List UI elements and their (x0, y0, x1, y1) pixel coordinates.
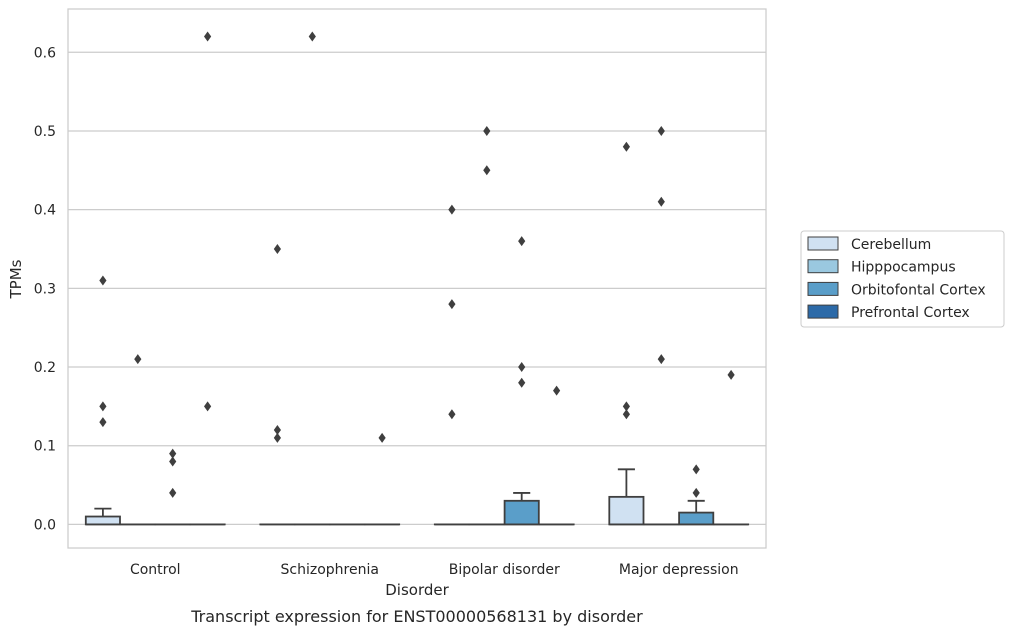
outlier-point (204, 31, 212, 42)
outlier-point (273, 424, 281, 435)
outlier-point (692, 487, 700, 498)
outlier-point (657, 125, 665, 136)
legend-swatch (807, 236, 839, 251)
x-tick-label: Schizophrenia (281, 562, 379, 578)
outlier-point (169, 487, 177, 498)
legend-item: Orbitofontal Cortex (807, 281, 986, 298)
outlier-point (518, 362, 526, 373)
outlier-point (483, 165, 491, 176)
outlier-point (99, 275, 107, 286)
legend-swatch (807, 259, 839, 274)
box-plot-groups (84, 31, 750, 526)
outlier-point (448, 409, 456, 420)
box (503, 499, 540, 526)
outlier-point (99, 401, 107, 412)
outlier-point (204, 401, 212, 412)
legend-swatch (807, 281, 839, 296)
plot-frame (67, 8, 767, 549)
x-tick-label: Major depression (619, 562, 739, 578)
y-axis-title: TPMs (7, 259, 25, 299)
outlier-point (99, 417, 107, 428)
x-tick-label: Control (130, 562, 181, 578)
y-tick-label: 0.3 (34, 281, 56, 297)
y-tick-label: 0.5 (34, 124, 56, 140)
outlier-point (622, 401, 630, 412)
outlier-point (622, 409, 630, 420)
outlier-point (448, 204, 456, 215)
chart-caption: Transcript expression for ENST0000056813… (190, 607, 643, 626)
y-tick-label: 0.4 (34, 203, 56, 219)
outlier-point (169, 448, 177, 459)
outlier-point (657, 196, 665, 207)
legend-swatch (807, 304, 839, 319)
legend-frame (800, 230, 1005, 328)
x-tick-label: Bipolar disorder (449, 562, 560, 578)
legend-item: Prefrontal Cortex (807, 304, 970, 321)
legend-label: Cerebellum (851, 237, 931, 253)
x-axis-title: Disorder (385, 581, 449, 599)
box (84, 515, 121, 526)
y-gridlines (68, 51, 766, 526)
outlier-point (273, 432, 281, 443)
y-tick-label: 0.6 (34, 45, 56, 61)
outlier-point (518, 236, 526, 247)
outlier-point (622, 141, 630, 152)
box (678, 511, 715, 526)
legend-item: Hipppocampus (807, 259, 956, 276)
legend-item: Cerebellum (807, 236, 931, 253)
y-tick-label: 0.0 (34, 517, 56, 533)
outlier-point (448, 299, 456, 310)
outlier-point (553, 385, 561, 396)
outlier-point (378, 432, 386, 443)
outlier-point (692, 464, 700, 475)
outlier-point (657, 354, 665, 365)
legend-label: Orbitofontal Cortex (851, 282, 986, 298)
legend: Cerebellum Hipppocampus Orbitofontal Corte… (800, 230, 1005, 328)
legend-label: Hipppocampus (851, 260, 956, 276)
outlier-point (134, 354, 142, 365)
outlier-point (727, 369, 735, 380)
category-group (608, 125, 750, 526)
outlier-point (308, 31, 316, 42)
outlier-point (483, 125, 491, 136)
y-tick-label: 0.1 (34, 439, 56, 455)
category-group (259, 31, 401, 526)
x-tick-labels: Control Schizophrenia Bipolar disorder Majo… (130, 562, 739, 578)
legend-label: Prefrontal Cortex (851, 305, 970, 321)
outlier-point (273, 243, 281, 254)
outlier-point (518, 377, 526, 388)
outlier-point (169, 456, 177, 467)
category-group (84, 31, 226, 526)
box (608, 495, 645, 526)
category-group (433, 125, 575, 526)
y-tick-labels: 0.0 0.1 0.2 0.3 0.4 0.5 0.6 (34, 45, 56, 533)
y-tick-label: 0.2 (34, 360, 56, 376)
